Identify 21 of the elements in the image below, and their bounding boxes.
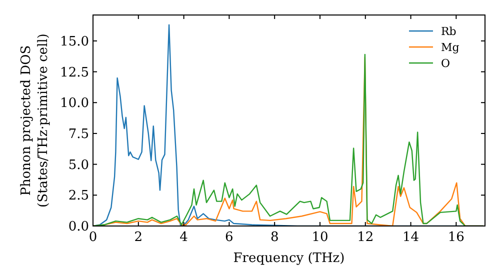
y-axis-title: Phonon projected DOS (States/THz·primitive cell) <box>19 33 51 208</box>
x-tick-label: 14 <box>402 230 420 245</box>
y-tick-label: 10.0 <box>60 96 89 112</box>
x-tick-label: 10 <box>312 230 328 245</box>
y-tick-label: 0.0 <box>68 220 89 235</box>
x-tick-label: 2 <box>134 230 143 245</box>
y-tick-label: 12.5 <box>60 65 89 80</box>
x-tick-label: 0 <box>88 230 98 245</box>
legend-label: Rb <box>441 24 456 38</box>
x-axis-title: Frequency (THz) <box>233 251 345 266</box>
y-tick-label: 5.0 <box>68 158 89 173</box>
y-tick-label: 7.5 <box>68 127 89 142</box>
y-tick-label: 2.5 <box>68 188 89 204</box>
x-tick-label: 16 <box>448 230 464 245</box>
legend-label: O <box>441 56 450 70</box>
x-tick-label: 8 <box>270 230 279 245</box>
x-tick-label: 12 <box>357 230 374 245</box>
x-tick-label: 4 <box>180 230 188 245</box>
legend-label: Mg <box>441 40 460 54</box>
x-tick-label: 6 <box>225 230 234 245</box>
y-tick-label: 15.0 <box>60 34 89 50</box>
